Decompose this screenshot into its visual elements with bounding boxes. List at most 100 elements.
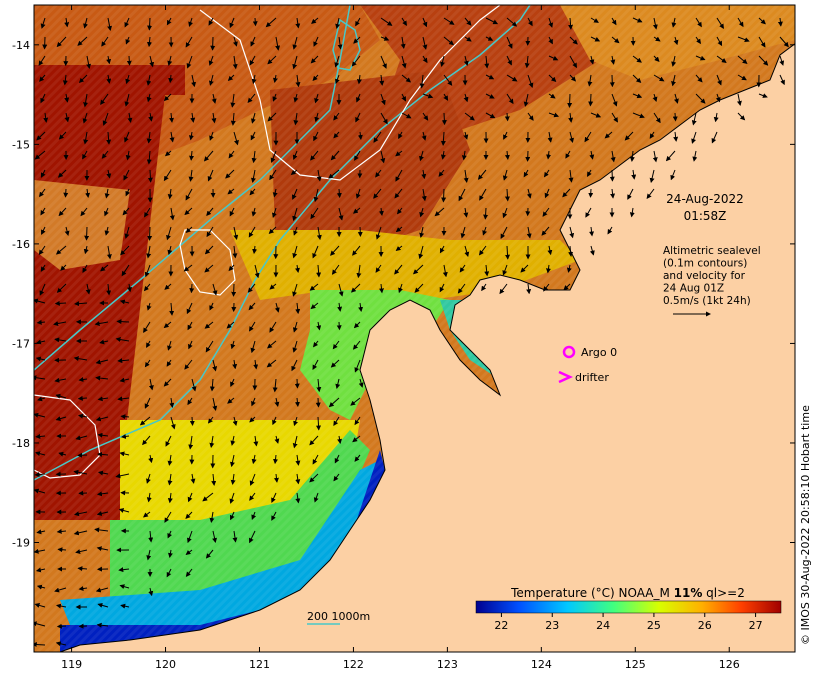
- velocity-arrow: [249, 55, 256, 66]
- velocity-arrow: [441, 112, 447, 126]
- velocity-arrow: [143, 511, 151, 518]
- credit-text: © IMOS 30-Aug-2022 20:58:10 Hobart time: [799, 405, 812, 645]
- velocity-arrow: [665, 150, 676, 162]
- velocity-arrow: [502, 207, 508, 219]
- velocity-arrow: [353, 36, 361, 44]
- velocity-arrow: [63, 188, 69, 198]
- velocity-arrow: [77, 36, 88, 46]
- velocity-arrow: [440, 131, 446, 146]
- velocity-arrow: [183, 264, 193, 272]
- velocity-arrow: [292, 36, 298, 50]
- velocity-arrow: [309, 435, 319, 446]
- velocity-arrow: [204, 321, 214, 329]
- velocity-arrow: [148, 112, 154, 122]
- velocity-arrow: [548, 17, 554, 28]
- velocity-arrow: [146, 340, 151, 348]
- velocity-arrow: [632, 93, 643, 99]
- velocity-arrow: [419, 74, 425, 89]
- velocity-arrow: [102, 112, 109, 126]
- velocity-arrow: [167, 530, 172, 539]
- velocity-arrow: [292, 245, 298, 259]
- velocity-arrow: [64, 17, 70, 28]
- velocity-arrow: [421, 188, 427, 202]
- velocity-arrow: [758, 93, 768, 98]
- velocity-arrow: [78, 413, 88, 419]
- velocity-arrow: [57, 169, 67, 178]
- velocity-arrow: [395, 245, 403, 252]
- velocity-arrow: [652, 150, 658, 163]
- velocity-arrow: [106, 245, 112, 260]
- velocity-arrow: [504, 112, 510, 122]
- velocity-arrow: [736, 93, 742, 107]
- velocity-arrow: [60, 264, 67, 271]
- colorbar-tick-label: 24: [596, 619, 610, 632]
- velocity-arrow: [77, 566, 88, 572]
- velocity-arrow: [100, 93, 109, 106]
- velocity-arrow: [144, 359, 151, 368]
- velocity-arrow: [356, 74, 362, 85]
- velocity-arrow: [119, 451, 130, 457]
- velocity-arrow: [523, 169, 529, 178]
- velocity-arrow: [208, 74, 214, 86]
- argo-label: Argo 0: [581, 346, 617, 359]
- velocity-arrow: [125, 36, 131, 45]
- velocity-arrow: [251, 511, 257, 520]
- velocity-arrow: [106, 55, 112, 65]
- velocity-arrow: [401, 93, 406, 102]
- velocity-arrow: [39, 74, 46, 82]
- date-label: 24-Aug-2022: [666, 192, 744, 206]
- velocity-arrow: [777, 17, 783, 27]
- velocity-arrow: [229, 17, 235, 29]
- velocity-arrow: [97, 470, 109, 476]
- velocity-arrow: [144, 264, 151, 278]
- velocity-arrow: [189, 150, 195, 161]
- velocity-arrow: [330, 359, 340, 368]
- velocity-arrow: [520, 264, 529, 273]
- velocity-arrow: [34, 548, 46, 554]
- velocity-arrow: [249, 416, 256, 423]
- velocity-arrow: [146, 473, 151, 484]
- velocity-arrow: [56, 528, 67, 534]
- velocity-arrow: [191, 74, 197, 88]
- velocity-arrow: [34, 621, 46, 627]
- velocity-arrow: [212, 359, 218, 372]
- velocity-arrow: [587, 74, 593, 87]
- velocity-arrow: [64, 112, 70, 123]
- velocity-arrow: [478, 245, 487, 256]
- velocity-arrow: [396, 207, 403, 215]
- velocity-arrow: [205, 549, 214, 559]
- land-mass: [59, 39, 795, 652]
- velocity-arrow: [506, 93, 514, 105]
- velocity-arrow: [75, 549, 88, 555]
- velocity-arrow: [95, 359, 109, 365]
- velocity-arrow: [125, 74, 131, 85]
- velocity-arrow: [378, 207, 384, 217]
- velocity-arrow: [204, 264, 214, 273]
- velocity-arrow: [337, 36, 343, 50]
- velocity-arrow: [463, 131, 469, 140]
- velocity-arrow: [373, 131, 382, 143]
- x-tick-label: 126: [719, 658, 740, 671]
- velocity-arrow: [208, 17, 214, 26]
- velocity-arrow: [568, 17, 574, 30]
- velocity-arrow: [148, 454, 154, 464]
- velocity-arrow: [421, 169, 427, 180]
- velocity-arrow: [562, 188, 571, 198]
- velocity-arrow: [670, 169, 676, 181]
- velocity-arrow: [58, 451, 67, 457]
- velocity-arrow: [715, 93, 721, 103]
- velocity-arrow: [482, 226, 488, 236]
- velocity-arrow: [309, 283, 319, 291]
- velocity-arrow: [167, 549, 173, 558]
- velocity-arrow: [247, 93, 256, 104]
- velocity-arrow: [75, 435, 88, 441]
- velocity-arrow: [313, 188, 319, 203]
- velocity-arrow: [440, 150, 446, 160]
- velocity-arrow: [338, 283, 344, 297]
- velocity-arrow: [229, 454, 235, 468]
- velocity-arrow: [695, 74, 703, 83]
- velocity-arrow: [589, 226, 595, 237]
- velocity-arrow: [398, 131, 403, 140]
- velocity-arrow: [380, 55, 387, 69]
- velocity-arrow: [212, 283, 218, 296]
